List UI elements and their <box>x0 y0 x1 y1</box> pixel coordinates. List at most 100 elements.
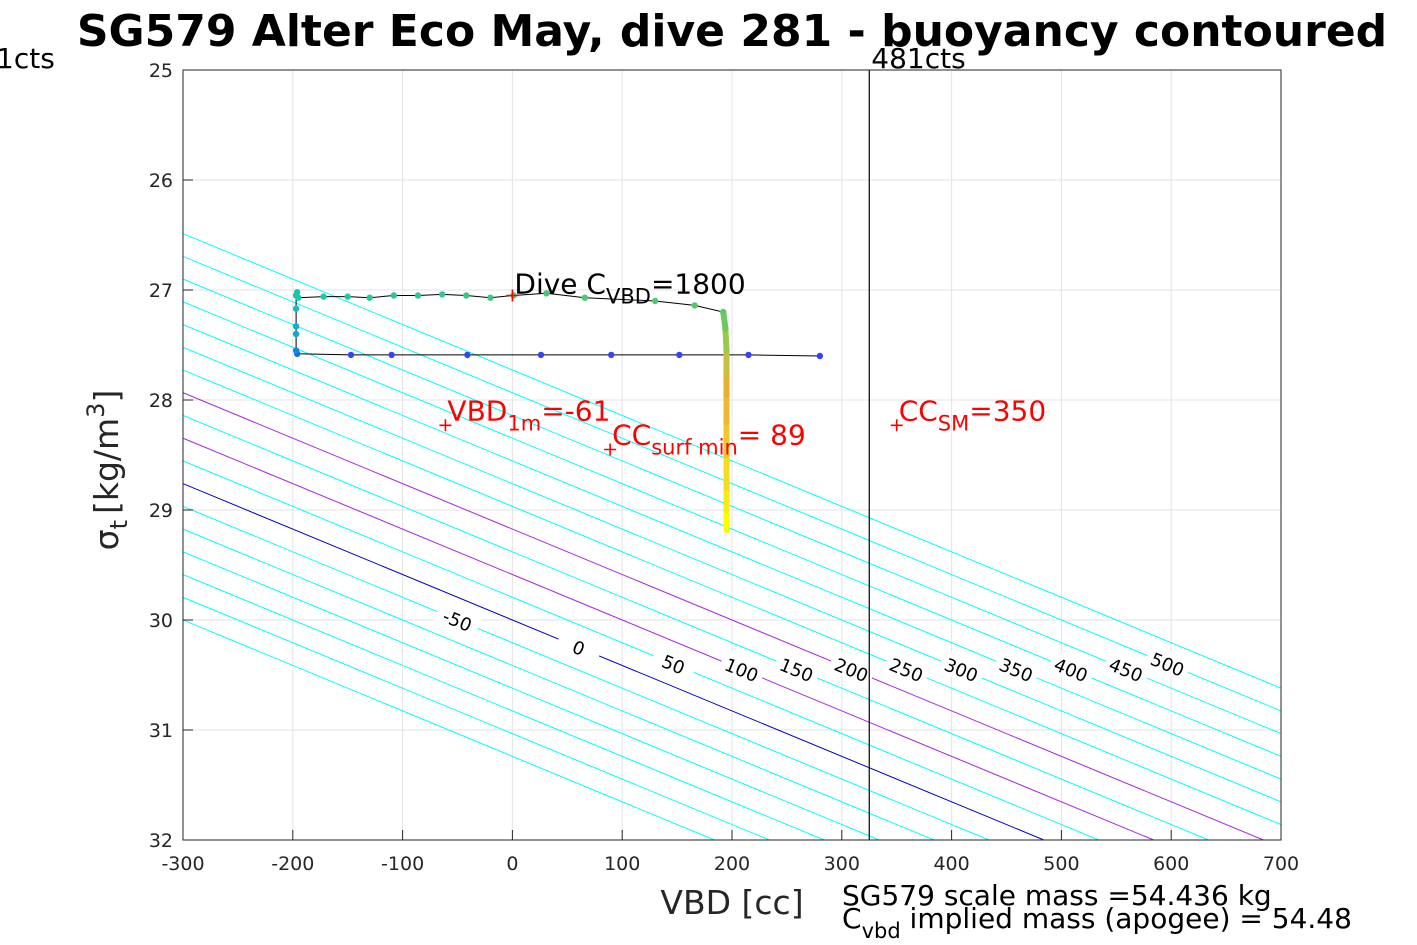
y-label-main: σ <box>87 529 126 550</box>
x-tick-label: 400 <box>933 853 969 875</box>
footer-vbd-sub: vbd <box>862 919 901 943</box>
dive-point <box>723 484 730 492</box>
contour-50 <box>183 460 1099 840</box>
marker-label-main: CC <box>899 394 938 427</box>
y-tick-label: 28 <box>149 390 173 412</box>
contour-label-0: 0 <box>554 627 604 666</box>
dive-point <box>414 292 422 299</box>
contour-100 <box>183 437 1154 840</box>
y-label-sub: t <box>105 520 133 529</box>
contour-label-bg <box>554 627 604 666</box>
marker-cross <box>604 443 617 456</box>
contour-550 <box>183 233 1281 689</box>
marker-label-main: Dive C <box>514 268 606 301</box>
dive-point <box>745 351 752 359</box>
dive-point <box>816 352 824 360</box>
footer-implied-mass: Cvbd implied mass (apogee) = 54.48 <box>842 902 1352 943</box>
contour-label-150: 150 <box>772 649 822 687</box>
contour--300 <box>183 619 715 840</box>
dive-point <box>292 305 300 312</box>
dive-point <box>608 351 615 359</box>
x-tick-label: 0 <box>506 853 518 875</box>
contour-label-bg <box>433 600 483 638</box>
marker-label-sub: VBD <box>606 285 651 309</box>
dive-point <box>537 351 545 359</box>
contour-label-bg <box>937 649 987 688</box>
contour-lines <box>183 233 1281 840</box>
marker-cross <box>439 419 452 432</box>
contour--100 <box>183 528 935 840</box>
y-label-close: ] <box>87 390 126 403</box>
descent-segment <box>722 325 730 354</box>
contour-200 <box>183 392 1264 840</box>
contour-label-bg <box>1101 649 1151 688</box>
y-axis-label: σt [kg/m3] <box>82 390 133 551</box>
marker-label-value: =-61 <box>541 394 610 427</box>
contour-label-bg <box>649 644 699 682</box>
dive-point <box>722 325 729 332</box>
dive-point <box>293 289 301 296</box>
contour-500 <box>183 255 1281 712</box>
dive-point <box>651 297 659 305</box>
dive-point <box>720 308 727 316</box>
y-tick-label: 29 <box>149 500 173 522</box>
contour-150 <box>183 414 1209 840</box>
dive-point <box>366 294 373 301</box>
dive-point <box>723 369 730 376</box>
dive-point <box>438 291 446 298</box>
contour-label-bg <box>882 649 932 688</box>
dive-point <box>292 323 300 330</box>
x-tick-label: 500 <box>1043 853 1079 875</box>
contour--200 <box>183 574 825 840</box>
x-tick-label: 200 <box>714 853 750 875</box>
contour-label-bg <box>1047 649 1097 688</box>
y-tick-label: 27 <box>149 280 173 302</box>
contour-250 <box>183 369 1281 826</box>
contour-label-bg <box>827 649 877 688</box>
y-label-sup: 3 <box>82 403 110 418</box>
dive-point <box>320 293 327 300</box>
marker-label-sub: surf min <box>651 436 738 460</box>
dive-point <box>723 391 730 398</box>
y-label-unit: [kg/m <box>87 418 126 514</box>
dive-point <box>292 347 300 354</box>
x-tick-label: 600 <box>1153 853 1189 875</box>
dive-point <box>292 330 300 338</box>
contour-400 <box>183 301 1281 757</box>
contour-450 <box>183 278 1281 735</box>
contour--150 <box>183 551 880 840</box>
marker-label: Dive CVBD=1800 <box>514 268 745 309</box>
svg-text:σt[kg/m3]: σt [kg/m3] <box>82 390 133 551</box>
x-tick-label: -100 <box>381 853 424 875</box>
footer-c: C <box>842 902 862 935</box>
dive-point <box>723 451 730 459</box>
marker-cross <box>506 289 519 302</box>
count-label-left: 1cts <box>0 42 55 75</box>
x-tick-label: 100 <box>604 853 640 875</box>
dive-point <box>390 292 398 299</box>
axis-ticks: -300 -200 -100 0 100 200 300 400 500 600 700252627… <box>149 60 1299 875</box>
y-tick-label: 31 <box>149 720 173 742</box>
footer-implied-text: implied mass (apogee) = 54.48 <box>901 902 1352 935</box>
contour-0 <box>183 483 1045 840</box>
contour--50 <box>183 505 990 840</box>
marker-label-main: CC <box>612 419 651 452</box>
dive-point <box>344 293 351 300</box>
contour-350 <box>183 324 1281 780</box>
marker-label-sub: 1m <box>507 411 541 435</box>
marker-label: VBD1m=-61 <box>447 394 610 435</box>
dive-point <box>723 418 730 426</box>
x-tick-label: 700 <box>1263 853 1299 875</box>
dive-point <box>723 506 730 514</box>
dive-point <box>388 351 395 359</box>
marker-label-value: =1800 <box>651 268 746 301</box>
dive-point <box>676 351 683 359</box>
dive-point <box>581 294 589 301</box>
y-tick-label: 25 <box>149 60 173 82</box>
dive-point <box>487 294 494 301</box>
dive-point <box>723 347 730 354</box>
contour-300 <box>183 346 1281 803</box>
y-tick-label: 30 <box>149 610 173 632</box>
